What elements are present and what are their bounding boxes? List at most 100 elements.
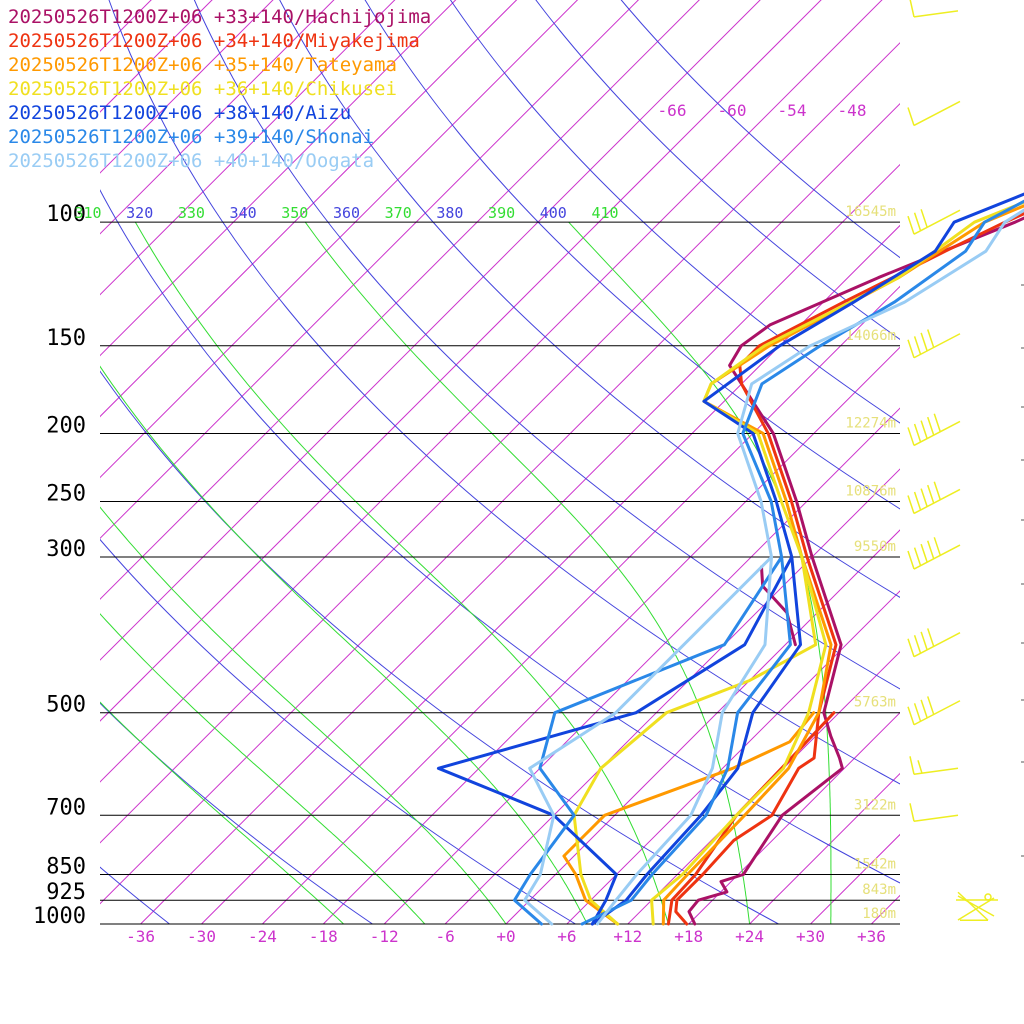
sounding-profiles [436, 192, 1024, 926]
isotherm-line [322, 346, 900, 924]
wind-barb [956, 893, 998, 921]
isotherm-line [140, 163, 900, 924]
height-label: 3122m [854, 797, 896, 813]
isotherm-line [932, 0, 1024, 924]
isotherm-line [627, 651, 900, 924]
wind-barbs [907, 0, 1024, 921]
isotherm-line [100, 0, 396, 296]
legend-entry: 20250526T1200Z+06 +35+140/Tateyama [8, 54, 397, 76]
dry-adiabat-line [100, 189, 900, 884]
wind-barb-flag [927, 416, 935, 436]
wind-barb-staff [957, 891, 989, 921]
wind-barb-staff [913, 632, 961, 658]
pressure-label: 500 [46, 693, 86, 718]
wind-barb-staff [913, 544, 961, 570]
wind-barb-flag [920, 332, 928, 352]
dry-adiabat-line [100, 370, 779, 924]
pressure-label: 250 [46, 481, 86, 506]
height-label: 12274m [845, 415, 896, 431]
wind-barb-staff [913, 10, 959, 18]
theta-label: 390 [488, 204, 515, 222]
dry-adiabat-line [364, 0, 900, 510]
isotherm-line [100, 0, 640, 540]
wind-barb-staff [913, 100, 961, 127]
temperature-profile [595, 208, 1024, 926]
dry-adiabat-line [193, 0, 900, 690]
temperature-tick-label: -30 [187, 927, 216, 946]
isotherm-line [749, 772, 900, 924]
temperature-tick-label: -12 [370, 927, 399, 946]
upper-temperature-label: -66 [658, 101, 687, 120]
pressure-label: 1000 [33, 904, 86, 929]
wind-barb-staff [913, 814, 959, 823]
theta-label: 410 [591, 204, 618, 222]
pressure-label: 100 [46, 202, 86, 227]
wind-barb-flag [927, 696, 935, 715]
wind-barb [907, 209, 961, 235]
wind-barb-flag [933, 537, 941, 556]
wind-barb [909, 0, 959, 18]
wind-barb-flag [920, 209, 928, 228]
dry-adiabat-line [279, 0, 900, 598]
dry-adiabat-line [620, 0, 900, 259]
legend-entry: 20250526T1200Z+06 +33+140/Hachijojima [8, 6, 432, 28]
height-label: 5763m [854, 695, 896, 711]
upper-temperature-label: -54 [778, 101, 807, 120]
theta-label: 360 [333, 204, 360, 222]
height-label: 9550m [854, 539, 896, 555]
isotherm-line [383, 407, 900, 924]
isotherm-line [810, 833, 900, 924]
wind-barb-flag [913, 423, 922, 443]
wind-barb-flag [927, 484, 935, 504]
isotherm-line [444, 468, 900, 924]
wind-barb-staff [913, 488, 961, 515]
wind-barb [907, 329, 961, 359]
wind-barb [907, 696, 961, 726]
isotherm-line [566, 590, 900, 924]
wind-barb-staff [913, 333, 961, 359]
isotherm-line [100, 0, 274, 174]
wind-barb-flag [920, 631, 928, 651]
wind-calm-circle [984, 893, 992, 901]
upper-temperature-label: -60 [718, 101, 747, 120]
pressure-label: 925 [46, 880, 86, 905]
wind-barb-flag [913, 336, 922, 355]
isotherm-line [688, 711, 900, 924]
wind-barb-staff [913, 700, 961, 726]
temperature-profile [687, 216, 1024, 926]
wind-barb-flag [920, 699, 928, 719]
wind-barb-flag [909, 803, 915, 822]
wind-barb-flag [917, 760, 923, 774]
theta-label: 340 [230, 204, 257, 222]
isotherm-line [201, 224, 900, 924]
dewpoint-profile [666, 711, 836, 926]
dewpoint-profile [436, 555, 794, 926]
height-label: 16545m [845, 204, 896, 220]
isotherm-line [100, 0, 579, 479]
wind-barb-flag [920, 488, 928, 507]
isotherm-line [100, 0, 822, 722]
theta-label: 310 [74, 204, 101, 222]
pressure-label: 300 [46, 537, 86, 562]
wind-barb [907, 481, 961, 515]
pressure-label: 150 [46, 326, 86, 351]
dry-adiabat-line [100, 538, 576, 924]
wind-barb-flag [927, 329, 935, 348]
wind-barb-flag [909, 756, 915, 775]
temperature-tick-label: +24 [735, 927, 764, 946]
temperature-tick-label: +18 [674, 927, 703, 946]
temperature-profile [590, 192, 1024, 926]
isotherm-line [100, 0, 700, 600]
wind-barb [957, 891, 989, 921]
wind-barb-flag [907, 107, 915, 126]
theta-label: 320 [126, 204, 153, 222]
wind-barb-flag [933, 481, 941, 500]
wind-barb-flag [907, 550, 915, 570]
height-label: 843m [862, 882, 896, 898]
temperature-profile [661, 204, 1024, 926]
pressure-label: 200 [46, 413, 86, 438]
wind-barb-flag [920, 543, 928, 563]
temperature-tick-label: -36 [126, 927, 155, 946]
height-label: 10876m [845, 483, 896, 499]
